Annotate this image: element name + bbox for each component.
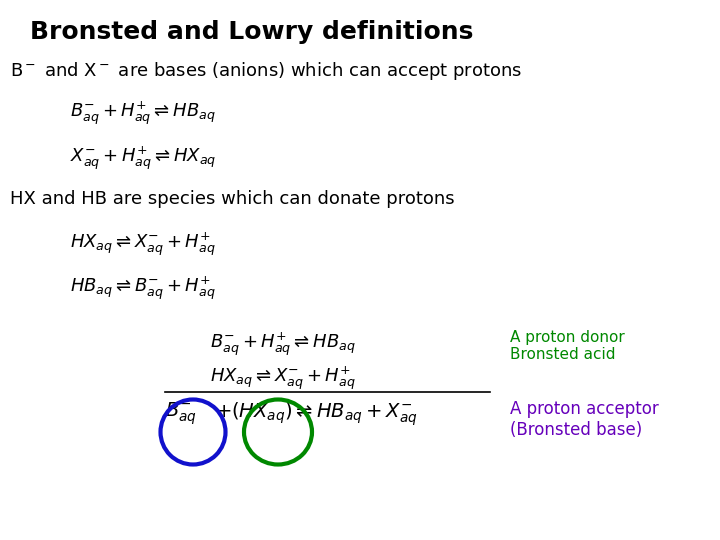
Text: A proton acceptor
(Bronsted base): A proton acceptor (Bronsted base) <box>510 400 659 439</box>
Text: A proton donor
Bronsted acid: A proton donor Bronsted acid <box>510 330 625 362</box>
Text: $+(HX_{aq}) \rightleftharpoons HB_{aq} + X_{aq}^{-}$: $+(HX_{aq}) \rightleftharpoons HB_{aq} +… <box>215 400 418 428</box>
Text: Bronsted and Lowry definitions: Bronsted and Lowry definitions <box>30 20 473 44</box>
Text: $HX_{aq} \rightleftharpoons X_{aq}^{-} + H_{aq}^{+}$: $HX_{aq} \rightleftharpoons X_{aq}^{-} +… <box>210 365 356 393</box>
Text: $HX_{aq} \rightleftharpoons X_{aq}^{-} + H_{aq}^{+}$: $HX_{aq} \rightleftharpoons X_{aq}^{-} +… <box>70 230 215 258</box>
Text: $HB_{aq} \rightleftharpoons B_{aq}^{-} + H_{aq}^{+}$: $HB_{aq} \rightleftharpoons B_{aq}^{-} +… <box>70 275 216 302</box>
Text: $X_{aq}^{-} + H_{aq}^{+} \rightleftharpoons HX_{aq}$: $X_{aq}^{-} + H_{aq}^{+} \rightleftharpo… <box>70 145 217 172</box>
Text: $B_{aq}^{-}$: $B_{aq}^{-}$ <box>165 400 197 427</box>
Text: $B_{aq}^{-} + H_{aq}^{+} \rightleftharpoons HB_{aq}$: $B_{aq}^{-} + H_{aq}^{+} \rightleftharpo… <box>70 100 216 127</box>
Text: HX and HB are species which can donate protons: HX and HB are species which can donate p… <box>10 190 454 208</box>
Text: $B_{aq}^{-} + H_{aq}^{+} \rightleftharpoons HB_{aq}$: $B_{aq}^{-} + H_{aq}^{+} \rightleftharpo… <box>210 330 356 357</box>
Text: B$^-$ and X$^-$ are bases (anions) which can accept protons: B$^-$ and X$^-$ are bases (anions) which… <box>10 60 522 82</box>
